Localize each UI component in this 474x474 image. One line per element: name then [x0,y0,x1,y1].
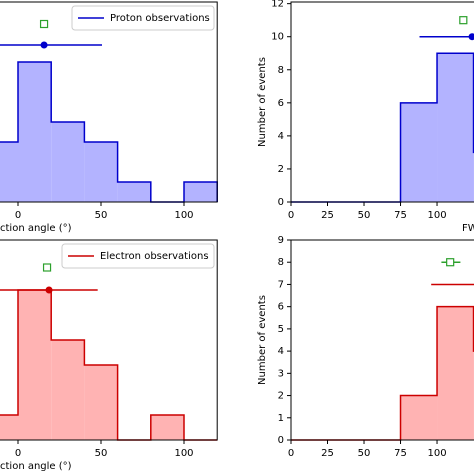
hist-outline [0,289,218,441]
panel: 0 25 50 75 100 0 2 4 6 8 10 12 FW Number of events [257,0,474,234]
point-marker [459,16,468,25]
x-tick-label: 0 [288,448,294,459]
legend-box [61,243,215,269]
x-axis-label: ction angle (°) [0,223,72,234]
point-marker [45,286,53,294]
y-tick-label: 6 [278,302,284,313]
point-marker [42,263,52,272]
x-tick-label: 50 [95,210,108,221]
x-axis-label: FW [462,223,474,234]
x-tick-label: 100 [174,210,193,221]
y-tick-label: 10 [271,32,284,43]
hist-bar [84,142,118,202]
y-axis-label: Number of events [257,295,268,385]
axes-frame [290,239,474,441]
point-marker [40,41,48,49]
hist-bar [400,102,438,202]
hist-bar [437,306,474,440]
x-tick-label: 75 [394,210,407,221]
panel: 0 50 100 ction angle (°) Electron observatio… [0,239,218,472]
y-tick-label: 6 [278,98,284,109]
hist-bar [18,62,52,202]
y-axis-label: Number of events [257,57,268,147]
y-tick-label: 3 [278,368,284,379]
hist-bar [51,122,85,202]
legend-label: Electron observations [100,251,209,262]
point-marker [468,33,474,41]
y-tick-label: 9 [278,235,284,246]
x-tick-label: 0 [15,448,21,459]
point-marker [446,258,455,267]
legend-box [71,5,215,31]
hist-bar [150,415,184,440]
x-tick-label: 25 [321,448,334,459]
x-tick-label: 100 [427,210,446,221]
x-tick-label: 0 [288,210,294,221]
x-tick-label: 75 [394,448,407,459]
hist-bar [84,365,118,440]
x-tick-label: 25 [321,210,334,221]
hist-bar [117,182,151,202]
y-tick-label: 8 [278,65,284,76]
y-tick-label: 0 [278,197,284,208]
x-tick-label: 100 [174,448,193,459]
hist-bar [437,53,474,202]
y-tick-label: 2 [278,164,284,175]
y-tick-label: 12 [271,0,284,10]
axes-frame [290,1,474,203]
hist-bar [400,395,438,440]
y-tick-label: 4 [278,131,284,142]
x-axis-label: ction angle (°) [0,461,72,472]
point-marker [39,19,49,29]
hist-bar [18,290,52,440]
y-tick-label: 5 [278,324,284,335]
panel: 0 50 100 ction angle (°) Proton observations [0,1,218,234]
y-tick-label: 4 [278,346,284,357]
y-tick-label: 2 [278,391,284,402]
hist-outline [0,61,218,203]
legend-label: Proton observations [110,13,210,24]
x-tick-label: 50 [358,448,371,459]
x-tick-label: 0 [15,210,21,221]
y-tick-label: 7 [278,279,284,290]
x-tick-label: 50 [95,448,108,459]
x-tick-label: 100 [427,448,446,459]
y-tick-label: 0 [278,435,284,446]
x-tick-label: 50 [358,210,371,221]
hist-bar [51,340,85,440]
hist-bar [0,142,19,202]
y-tick-label: 1 [278,413,284,424]
panel: 0 25 50 75 100 0 1 2 3 4 5 6 7 8 9 Number of events [257,235,474,459]
hist-bar [184,182,218,202]
y-tick-label: 8 [278,257,284,268]
hist-bar [0,415,19,440]
